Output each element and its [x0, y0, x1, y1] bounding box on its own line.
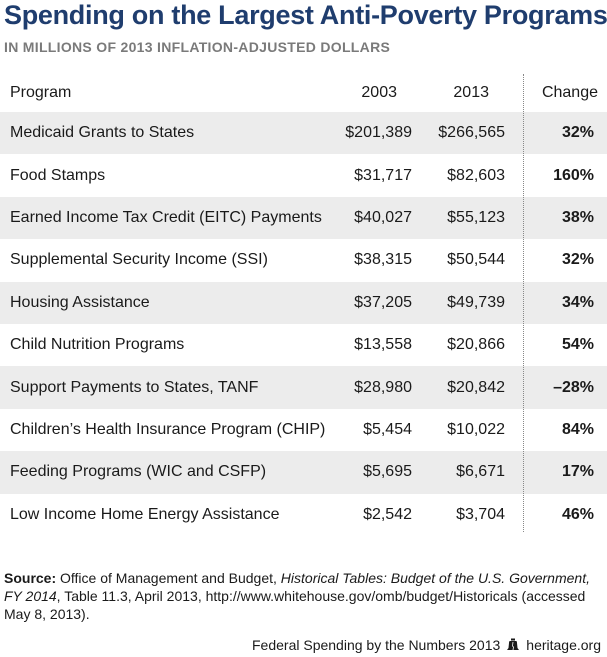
value-2003: $2,542: [363, 505, 412, 523]
value-2013: $49,739: [447, 293, 505, 311]
value-2003: $13,558: [354, 336, 412, 354]
table-row: Support Payments to States, TANF $28,980…: [0, 366, 607, 409]
program-name: Support Payments to States, TANF: [10, 378, 259, 396]
value-2003: $40,027: [354, 208, 412, 226]
value-2003: $31,717: [354, 166, 412, 184]
program-name: Medicaid Grants to States: [10, 124, 195, 142]
table-row: Food Stamps $31,717 $82,603 160%: [0, 154, 607, 196]
value-2013: $6,671: [456, 463, 505, 481]
program-name: Feeding Programs (WIC and CSFP): [10, 463, 267, 481]
value-2003: $28,980: [354, 378, 412, 396]
change-column-divider: [523, 74, 524, 532]
value-2003: $37,205: [354, 293, 412, 311]
value-2013: $266,565: [438, 124, 505, 142]
table-header-row: Program 2003 2013 Change: [0, 74, 607, 112]
program-name: Supplemental Security Income (SSI): [10, 251, 268, 269]
header-program: Program: [10, 84, 72, 101]
value-2013: $20,842: [447, 378, 505, 396]
program-name: Housing Assistance: [10, 293, 150, 311]
table-row: Children’s Health Insurance Program (CHI…: [0, 409, 607, 451]
source-note: Source: Office of Management and Budget,…: [4, 569, 599, 623]
value-change: 160%: [553, 166, 594, 184]
spending-table: Program 2003 2013 Change Medicaid Grants…: [0, 74, 607, 536]
table-row: Supplemental Security Income (SSI) $38,3…: [0, 239, 607, 281]
value-2003: $201,389: [345, 124, 412, 142]
table-row: Medicaid Grants to States $201,389 $266,…: [0, 112, 607, 155]
value-2013: $3,704: [456, 505, 505, 523]
value-2013: $10,022: [447, 420, 505, 438]
source-text-after: , Table 11.3, April 2013, http://www.whi…: [4, 588, 586, 622]
value-change: 34%: [561, 293, 594, 311]
table-row: Housing Assistance $37,205 $49,739 34%: [0, 281, 607, 324]
value-change: 32%: [561, 124, 594, 142]
footer: Federal Spending by the Numbers 2013 her…: [252, 637, 601, 653]
value-2003: $5,695: [363, 463, 412, 481]
program-name: Children’s Health Insurance Program (CHI…: [10, 420, 326, 438]
table-row: Feeding Programs (WIC and CSFP) $5,695 $…: [0, 451, 607, 494]
value-2003: $5,454: [363, 420, 412, 438]
program-name: Food Stamps: [10, 166, 106, 184]
value-change: 84%: [561, 420, 594, 438]
table-row: Child Nutrition Programs $13,558 $20,866…: [0, 324, 607, 366]
table-row: Earned Income Tax Credit (EITC) Payments…: [0, 196, 607, 240]
value-change: 38%: [561, 208, 594, 226]
value-change: –28%: [553, 378, 594, 396]
value-2013: $55,123: [447, 208, 505, 226]
value-2013: $50,544: [447, 251, 505, 269]
value-change: 32%: [561, 251, 594, 269]
program-name: Child Nutrition Programs: [10, 336, 185, 354]
page-title: Spending on the Largest Anti-Poverty Pro…: [4, 0, 607, 30]
value-change: 46%: [561, 505, 594, 523]
table-row: Low Income Home Energy Assistance $2,542…: [0, 494, 607, 536]
source-text-before: Office of Management and Budget,: [56, 570, 281, 586]
header-change: Change: [541, 84, 598, 101]
footer-publication: Federal Spending by the Numbers 2013: [252, 637, 501, 653]
header-2003: 2003: [361, 84, 397, 101]
page-subtitle: IN MILLIONS OF 2013 INFLATION-ADJUSTED D…: [4, 39, 391, 55]
liberty-bell-icon: [507, 638, 520, 651]
value-change: 17%: [561, 463, 594, 481]
header-2013: 2013: [453, 84, 489, 101]
source-label: Source:: [4, 570, 57, 586]
program-name: Low Income Home Energy Assistance: [10, 505, 280, 523]
value-2013: $82,603: [447, 166, 505, 184]
footer-website: heritage.org: [526, 637, 601, 653]
value-2003: $38,315: [354, 251, 412, 269]
program-name: Earned Income Tax Credit (EITC) Payments: [10, 208, 322, 226]
source-publication-title: Historical Tables: Budget of the U.S. Go…: [4, 570, 590, 604]
value-2013: $20,866: [447, 336, 505, 354]
value-change: 54%: [561, 336, 594, 354]
